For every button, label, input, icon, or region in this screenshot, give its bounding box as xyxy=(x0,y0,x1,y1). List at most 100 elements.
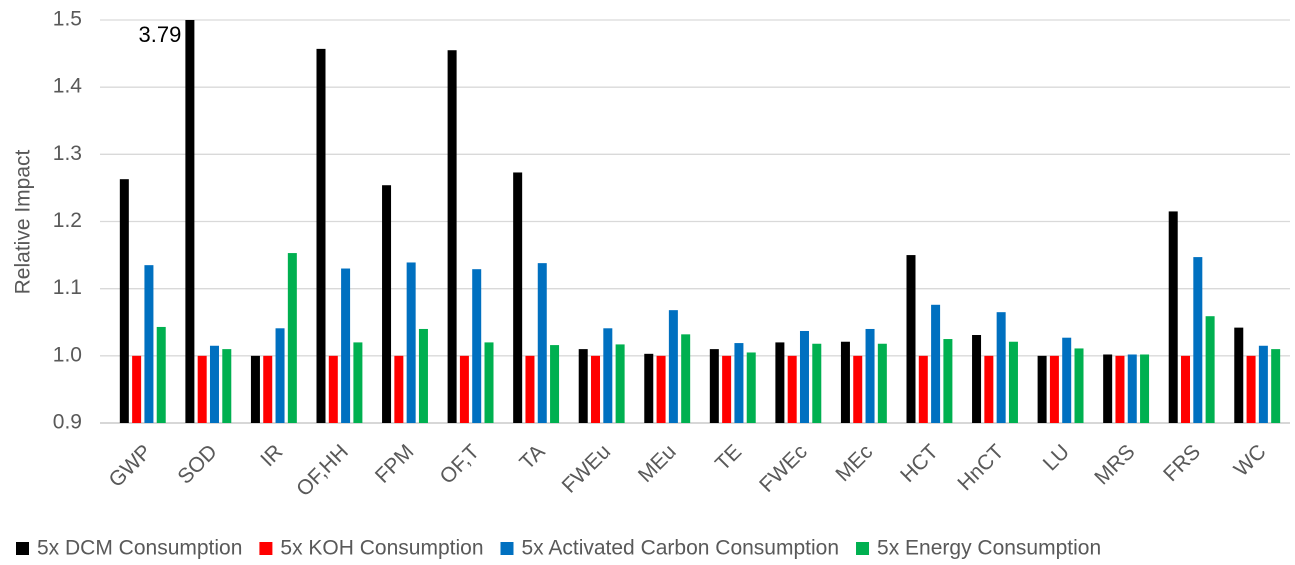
x-tick-label: TE xyxy=(711,440,746,475)
plot-area xyxy=(119,20,1281,424)
bar xyxy=(656,355,666,423)
bar xyxy=(578,349,588,423)
bar xyxy=(591,355,601,423)
bar xyxy=(1103,354,1113,423)
bar xyxy=(209,345,219,423)
x-tick-label: IR xyxy=(256,440,287,471)
bar xyxy=(1049,355,1059,423)
bar xyxy=(1115,355,1125,423)
bar xyxy=(972,335,982,423)
bar xyxy=(1271,349,1281,423)
bar xyxy=(1193,257,1203,423)
y-tick-label: 1.4 xyxy=(53,75,83,98)
bar xyxy=(931,304,941,423)
bar xyxy=(918,355,928,423)
data-label: 3.79 xyxy=(139,22,182,47)
bar xyxy=(615,344,625,423)
legend-swatch xyxy=(856,542,870,555)
legend-label: 5x Activated Carbon Consumption xyxy=(522,537,840,560)
bar xyxy=(263,355,273,423)
bar xyxy=(681,334,691,423)
x-tick-label: FWEu xyxy=(558,440,616,498)
bar xyxy=(775,342,785,423)
x-tick-label: FPM xyxy=(371,440,419,488)
bar xyxy=(525,355,535,423)
y-tick-label: 0.9 xyxy=(53,411,82,434)
x-tick-label: SOD xyxy=(173,440,221,488)
legend-label: 5x Energy Consumption xyxy=(877,537,1101,560)
bar xyxy=(1062,337,1072,423)
bar xyxy=(513,172,523,423)
x-tick-label: WC xyxy=(1230,440,1271,481)
bar xyxy=(341,268,351,423)
bar xyxy=(906,255,916,423)
bar xyxy=(418,328,428,423)
y-tick-label: 1.2 xyxy=(53,209,82,232)
y-tick-label: 1.5 xyxy=(53,8,82,31)
bar xyxy=(222,349,232,423)
bar xyxy=(484,342,494,423)
bar xyxy=(316,48,326,424)
bar xyxy=(840,341,850,423)
legend-swatch xyxy=(259,542,273,555)
bar xyxy=(447,50,457,423)
x-tick-label: OF,T xyxy=(436,440,485,489)
bar xyxy=(1205,316,1215,423)
x-tick-label: FRS xyxy=(1159,440,1205,486)
bar xyxy=(328,355,338,423)
bar xyxy=(877,343,887,423)
bar xyxy=(853,355,863,423)
bar xyxy=(1246,355,1256,423)
bar xyxy=(537,263,547,423)
bar xyxy=(984,355,994,423)
x-tick-label: MEc xyxy=(831,440,877,486)
bar xyxy=(382,185,392,423)
bar xyxy=(472,269,482,423)
bar xyxy=(185,20,195,423)
bar xyxy=(943,339,953,423)
bar xyxy=(275,328,285,423)
bar xyxy=(1181,355,1191,423)
x-tick-label: MRS xyxy=(1090,440,1139,489)
y-tick-label: 1.3 xyxy=(53,142,82,165)
bar xyxy=(1168,211,1178,423)
x-tick-label: OF,HH xyxy=(292,440,353,501)
bar xyxy=(1037,355,1047,423)
bar xyxy=(119,179,129,423)
x-tick-label: FWEc xyxy=(755,440,812,497)
bar xyxy=(287,253,297,423)
legend-swatch xyxy=(16,542,29,555)
bar xyxy=(865,328,875,423)
bar xyxy=(812,343,822,423)
y-tick-label: 1.0 xyxy=(53,343,82,366)
y-tick-label: 1.1 xyxy=(53,276,82,299)
y-axis-label: Relative Impact xyxy=(12,149,35,294)
bar xyxy=(1258,345,1268,423)
bar xyxy=(132,355,142,423)
x-tick-label: MEu xyxy=(634,440,681,487)
x-tick-label: TA xyxy=(515,440,549,474)
bar xyxy=(197,355,207,423)
bar xyxy=(996,312,1006,423)
legend-label: 5x KOH Consumption xyxy=(280,537,483,560)
legend-swatch xyxy=(500,542,514,555)
bar xyxy=(787,355,797,423)
bar xyxy=(459,355,469,423)
bar xyxy=(406,262,416,423)
bar xyxy=(353,342,363,423)
bar xyxy=(250,355,260,423)
x-tick-label: HCT xyxy=(896,440,943,487)
bar xyxy=(550,345,560,423)
bar xyxy=(668,310,678,423)
bar xyxy=(799,330,809,423)
legend-label: 5x DCM Consumption xyxy=(37,537,242,560)
bar xyxy=(722,355,732,423)
bar xyxy=(394,355,404,423)
bar xyxy=(644,353,654,423)
bar xyxy=(156,326,166,423)
bar xyxy=(144,265,154,423)
bar xyxy=(1234,327,1244,423)
bar xyxy=(709,349,719,423)
bar xyxy=(1008,341,1018,423)
bar xyxy=(746,352,756,423)
